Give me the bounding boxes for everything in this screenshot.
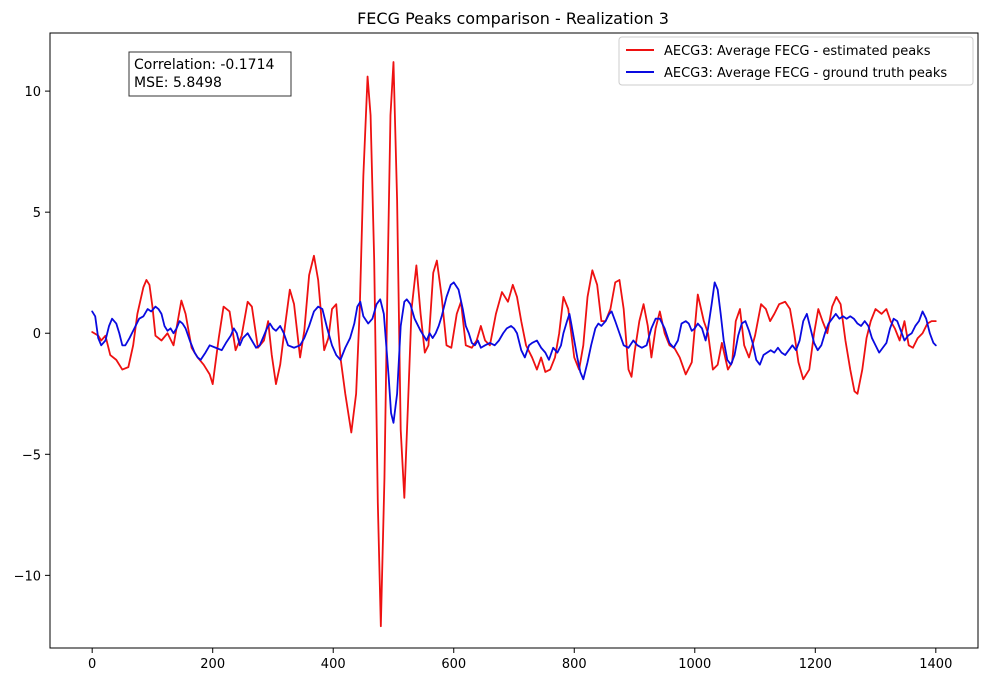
chart-title: FECG Peaks comparison - Realization 3 [357,9,669,28]
correlation-text: Correlation: -0.1714 [134,57,274,73]
x-tick-label: 1000 [678,657,711,672]
y-tick-label: −5 [22,448,41,463]
x-axis-ticks: 0 200 400 600 800 1000 1200 1400 [88,648,952,672]
legend: AECG3: Average FECG - estimated peaks AE… [618,36,974,86]
legend-label-ground-truth: AECG3: Average FECG - ground truth peaks [664,66,947,81]
legend-label-estimated: AECG3: Average FECG - estimated peaks [664,44,931,59]
x-tick-label: 600 [441,657,466,672]
legend-frame [618,36,974,86]
stats-box-frame [128,51,292,97]
y-axis-ticks: −10 −5 0 5 10 [14,85,50,584]
y-tick-label: 5 [33,206,41,221]
x-tick-label: 400 [321,657,346,672]
x-tick-label: 800 [562,657,587,672]
series-line-ground-truth [91,281,937,424]
series-line-estimated [91,61,937,628]
y-tick-label: −10 [14,569,41,584]
x-tick-label: 0 [88,657,96,672]
x-tick-label: 1200 [799,657,832,672]
plot-area: 0 200 400 600 800 1000 1200 1400 −10 −5 0 5 10 [14,32,979,672]
x-tick-label: 1400 [919,657,952,672]
y-tick-label: 10 [24,85,41,100]
x-tick-label: 200 [200,657,225,672]
stats-box: Correlation: -0.1714 MSE: 5.8498 [128,51,292,97]
mse-text: MSE: 5.8498 [134,75,222,91]
series-layer [91,61,937,628]
y-tick-label: 0 [33,327,41,342]
